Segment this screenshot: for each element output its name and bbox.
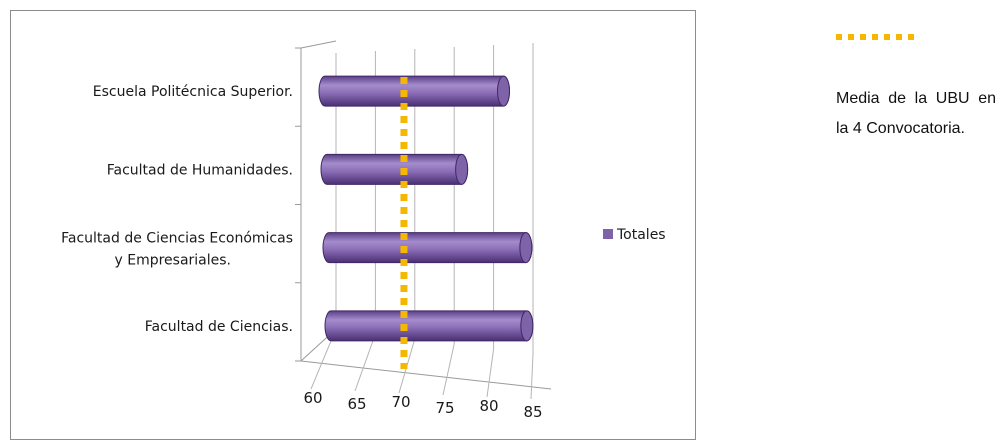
legend-swatch	[603, 229, 613, 239]
legend-series-name: Totales	[616, 227, 666, 243]
legend: Totales	[603, 227, 666, 243]
label-layer: 60 65 70 75 80 85 Escuela Politécnica Superior…	[61, 84, 542, 421]
category-label: Escuela Politécnica Superior.	[93, 84, 293, 100]
x-tick-label: 85	[523, 403, 542, 421]
category-label: Facultad de Ciencias.	[145, 319, 293, 335]
reference-note-text: Media de la UBU en la 4 Convocatoria.	[836, 90, 996, 137]
x-tick-label: 75	[435, 399, 454, 417]
bar-chart: 60 65 70 75 80 85 Escuela Politécnica Superior…	[61, 40, 666, 421]
x-tick-label: 80	[479, 397, 498, 415]
chart-frame: 60 65 70 75 80 85 Escuela Politécnica Superior…	[10, 10, 696, 440]
x-axis-line	[300, 360, 552, 390]
category-label: Facultad de Ciencias Económicas y Empresa…	[61, 231, 293, 269]
x-tick-label: 70	[391, 393, 410, 411]
x-tick-label: 65	[347, 395, 366, 413]
bar	[322, 232, 533, 264]
category-label: Facultad de Humanidades.	[107, 162, 293, 178]
bar	[320, 153, 469, 185]
x-tick-label: 60	[303, 389, 322, 407]
reference-note: Media de la UBU en la 4 Convocatoria.	[836, 34, 996, 144]
reference-line-legend-dots	[836, 34, 996, 40]
bar	[318, 75, 510, 107]
bar-layer	[318, 75, 534, 342]
bar	[324, 310, 534, 342]
